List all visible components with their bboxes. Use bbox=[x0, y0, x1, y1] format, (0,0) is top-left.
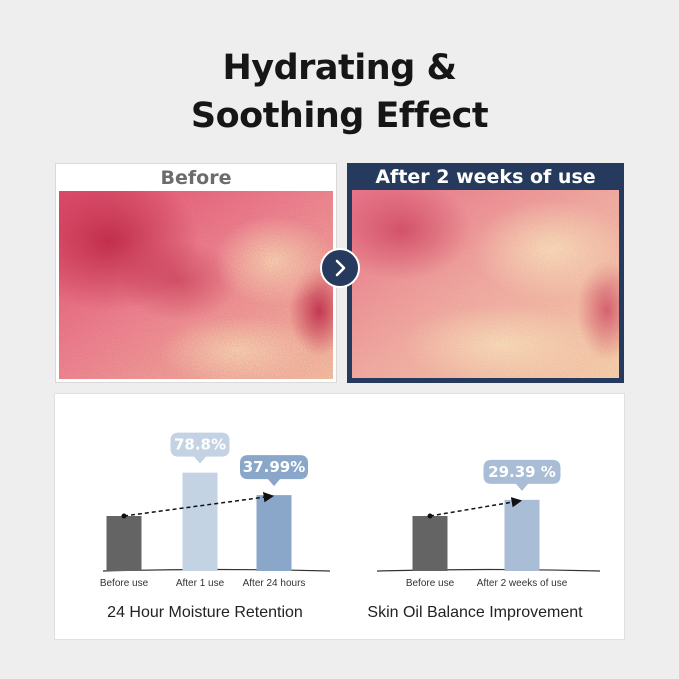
charts-card: Before use After 1 use After 24 hours 78.8%… bbox=[54, 393, 625, 640]
chart-title-moisture: 24 Hour Moisture Retention bbox=[107, 604, 303, 621]
headline-line-1: Hydrating & bbox=[222, 48, 457, 88]
chart-0-tick-label-0: Before use bbox=[100, 578, 149, 589]
chart-0-badge-1 bbox=[240, 455, 308, 487]
chart-0-badge-label-0: 78.8% bbox=[174, 436, 226, 454]
chart-1-bar-0 bbox=[412, 516, 448, 571]
after-skin-photo bbox=[352, 190, 619, 378]
before-panel: Before bbox=[55, 163, 337, 383]
chart-1-badge-0 bbox=[483, 459, 561, 491]
chart-0-bar-1 bbox=[182, 472, 218, 571]
chevron-right-icon bbox=[320, 248, 360, 288]
charts-svg: Before use After 1 use After 24 hours 78.8%… bbox=[100, 432, 601, 589]
chart-0-trend-arrow bbox=[123, 492, 275, 517]
chart-title-oil-balance: Skin Oil Balance Improvement bbox=[367, 604, 583, 621]
chart-0-bar-2 bbox=[256, 495, 292, 571]
chart-1-baseline bbox=[376, 568, 601, 572]
chart-1-bar-1 bbox=[504, 499, 540, 571]
chart-0-bar-0 bbox=[106, 516, 142, 571]
before-label: Before bbox=[160, 167, 232, 189]
chart-0-tick-label-1: After 1 use bbox=[176, 578, 225, 589]
before-skin-photo bbox=[59, 191, 333, 379]
chart-0-badge-label-1: 37.99% bbox=[243, 458, 305, 476]
chart-1-tick-label-0: Before use bbox=[406, 578, 455, 589]
headline-line-2: Soothing Effect bbox=[190, 96, 489, 136]
chart-1-trend-arrow bbox=[429, 497, 523, 517]
headline: Hydrating & Soothing Effect bbox=[0, 44, 679, 140]
chart-1-badge-label-0: 29.39 % bbox=[488, 463, 556, 481]
after-panel: After 2 weeks of use bbox=[347, 163, 624, 383]
after-label: After 2 weeks of use bbox=[375, 166, 596, 188]
chart-0-badge-0 bbox=[170, 432, 230, 464]
chart-1-tick-label-1: After 2 weeks of use bbox=[477, 578, 568, 589]
chart-0-tick-label-2: After 24 hours bbox=[243, 578, 306, 589]
